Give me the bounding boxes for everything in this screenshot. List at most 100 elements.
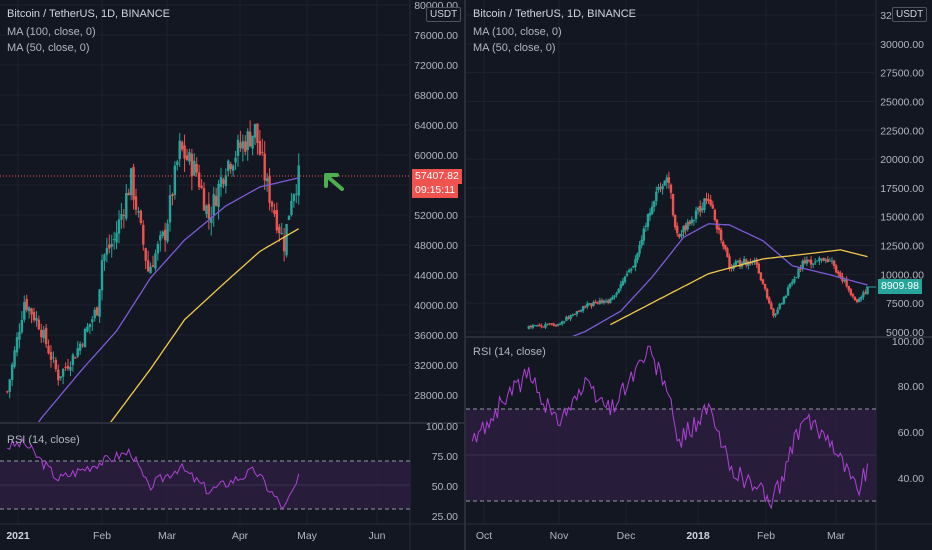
candle-body xyxy=(864,292,867,294)
rsi-line xyxy=(471,345,868,510)
candle-body xyxy=(682,226,685,233)
time-axis-tick: Feb xyxy=(93,530,111,542)
rsi-legend[interactable]: RSI (14, close) xyxy=(473,346,546,358)
candle-body xyxy=(837,271,840,274)
candle-body xyxy=(630,268,633,271)
candle-body xyxy=(108,244,111,249)
candle-body xyxy=(763,283,767,289)
candle-body xyxy=(724,244,727,249)
candle-body xyxy=(205,205,208,215)
candle-body xyxy=(596,302,599,304)
chart-canvas-left[interactable]: 80000.0076000.0072000.0068000.0064000.00… xyxy=(0,0,464,550)
candle-body xyxy=(6,391,9,393)
candle-body xyxy=(292,194,296,202)
rsi-legend[interactable]: RSI (14, close) xyxy=(7,434,80,446)
candle-body xyxy=(575,311,579,315)
chart-panel-left[interactable]: 80000.00 76000.00 72000.00 68000.00 64000.00… xyxy=(0,0,464,550)
candle-body xyxy=(822,257,825,261)
candle-body xyxy=(573,313,576,315)
candle-body xyxy=(88,323,92,328)
candle-body xyxy=(261,151,264,153)
candle-body xyxy=(178,140,181,160)
candle-body xyxy=(765,289,769,298)
candle-body xyxy=(537,324,541,326)
candle-body xyxy=(132,166,135,200)
candle-body xyxy=(129,168,133,196)
price-axis-tick: 22500.00 xyxy=(880,125,924,137)
candle-body xyxy=(770,303,773,310)
candle-body xyxy=(820,258,823,260)
candle-body xyxy=(719,229,723,241)
candle-body xyxy=(602,300,606,304)
candle-body xyxy=(91,319,94,323)
candle-body xyxy=(673,214,677,228)
last-price-label: 8909.98 xyxy=(878,279,922,294)
candle-body xyxy=(548,323,551,325)
candle-body xyxy=(621,280,625,286)
candle-body xyxy=(667,177,671,184)
candle-body xyxy=(686,221,689,230)
time-axis-tick: Nov xyxy=(550,530,569,542)
candle-body xyxy=(207,204,211,219)
candle-body xyxy=(197,172,201,188)
candle-body xyxy=(665,177,668,183)
candle-body xyxy=(843,280,846,282)
chart-panel-right[interactable]: 32500.0030000.0027500.0025000.0022500.00… xyxy=(466,0,932,550)
candle-body xyxy=(163,229,167,241)
candle-body xyxy=(799,268,802,270)
symbol-title[interactable]: Bitcoin / TetherUS, 1D, BINANCE xyxy=(7,8,171,20)
ma100-legend[interactable]: MA (100, close, 0) xyxy=(473,26,562,38)
candle-body xyxy=(688,221,691,224)
candle-body xyxy=(535,325,539,327)
rsi-axis-tick: 25.00 xyxy=(432,511,458,523)
candle-body xyxy=(579,310,583,312)
candle-body xyxy=(609,298,612,304)
candle-body xyxy=(701,208,704,211)
candle-body xyxy=(95,307,99,316)
currency-badge[interactable]: USDT xyxy=(892,7,928,22)
candle-body xyxy=(663,180,666,186)
candle-body xyxy=(78,343,82,351)
candle-body xyxy=(282,236,286,252)
currency-badge[interactable]: USDT xyxy=(426,7,462,22)
candle-body xyxy=(35,317,38,321)
ma-layer xyxy=(37,177,300,422)
ma50-legend[interactable]: MA (50, close, 0) xyxy=(473,42,556,54)
candle-body xyxy=(811,263,815,265)
candle-body xyxy=(127,192,130,196)
ma-layer xyxy=(572,223,868,336)
ma100-legend[interactable]: MA (100, close, 0) xyxy=(7,26,96,38)
candle-body xyxy=(659,187,662,189)
ma50-legend[interactable]: MA (50, close, 0) xyxy=(7,42,90,54)
candle-body xyxy=(784,295,788,298)
candle-body xyxy=(236,139,240,156)
symbol-title[interactable]: Bitcoin / TetherUS, 1D, BINANCE xyxy=(473,8,637,20)
candle-body xyxy=(64,366,67,368)
candle-body xyxy=(755,259,758,265)
candle-body xyxy=(54,359,58,370)
candle-body xyxy=(604,300,608,302)
candle-body xyxy=(690,219,694,224)
candle-body xyxy=(586,303,589,307)
candle-body xyxy=(59,376,62,378)
candle-body xyxy=(193,160,196,176)
candle-body xyxy=(703,198,706,210)
candle-body xyxy=(210,217,213,223)
time-axis-tick: Feb xyxy=(757,530,775,542)
candle-body xyxy=(251,135,254,149)
last-price-label: 57407.82 xyxy=(412,169,462,184)
candle-body xyxy=(224,175,228,187)
candle-body xyxy=(857,298,861,303)
candle-body xyxy=(258,141,262,155)
candle-body xyxy=(103,254,106,261)
candle-body xyxy=(49,352,53,360)
candle-body xyxy=(171,194,174,197)
candle-body xyxy=(776,309,779,314)
candle-body xyxy=(805,259,809,264)
candle-body xyxy=(617,288,620,293)
candle-body xyxy=(533,325,537,327)
candle-body xyxy=(757,263,760,274)
ma-yellow-line xyxy=(609,249,868,326)
candle-body xyxy=(110,243,113,247)
chart-canvas-right[interactable]: 32500.0030000.0027500.0025000.0022500.00… xyxy=(466,0,932,550)
